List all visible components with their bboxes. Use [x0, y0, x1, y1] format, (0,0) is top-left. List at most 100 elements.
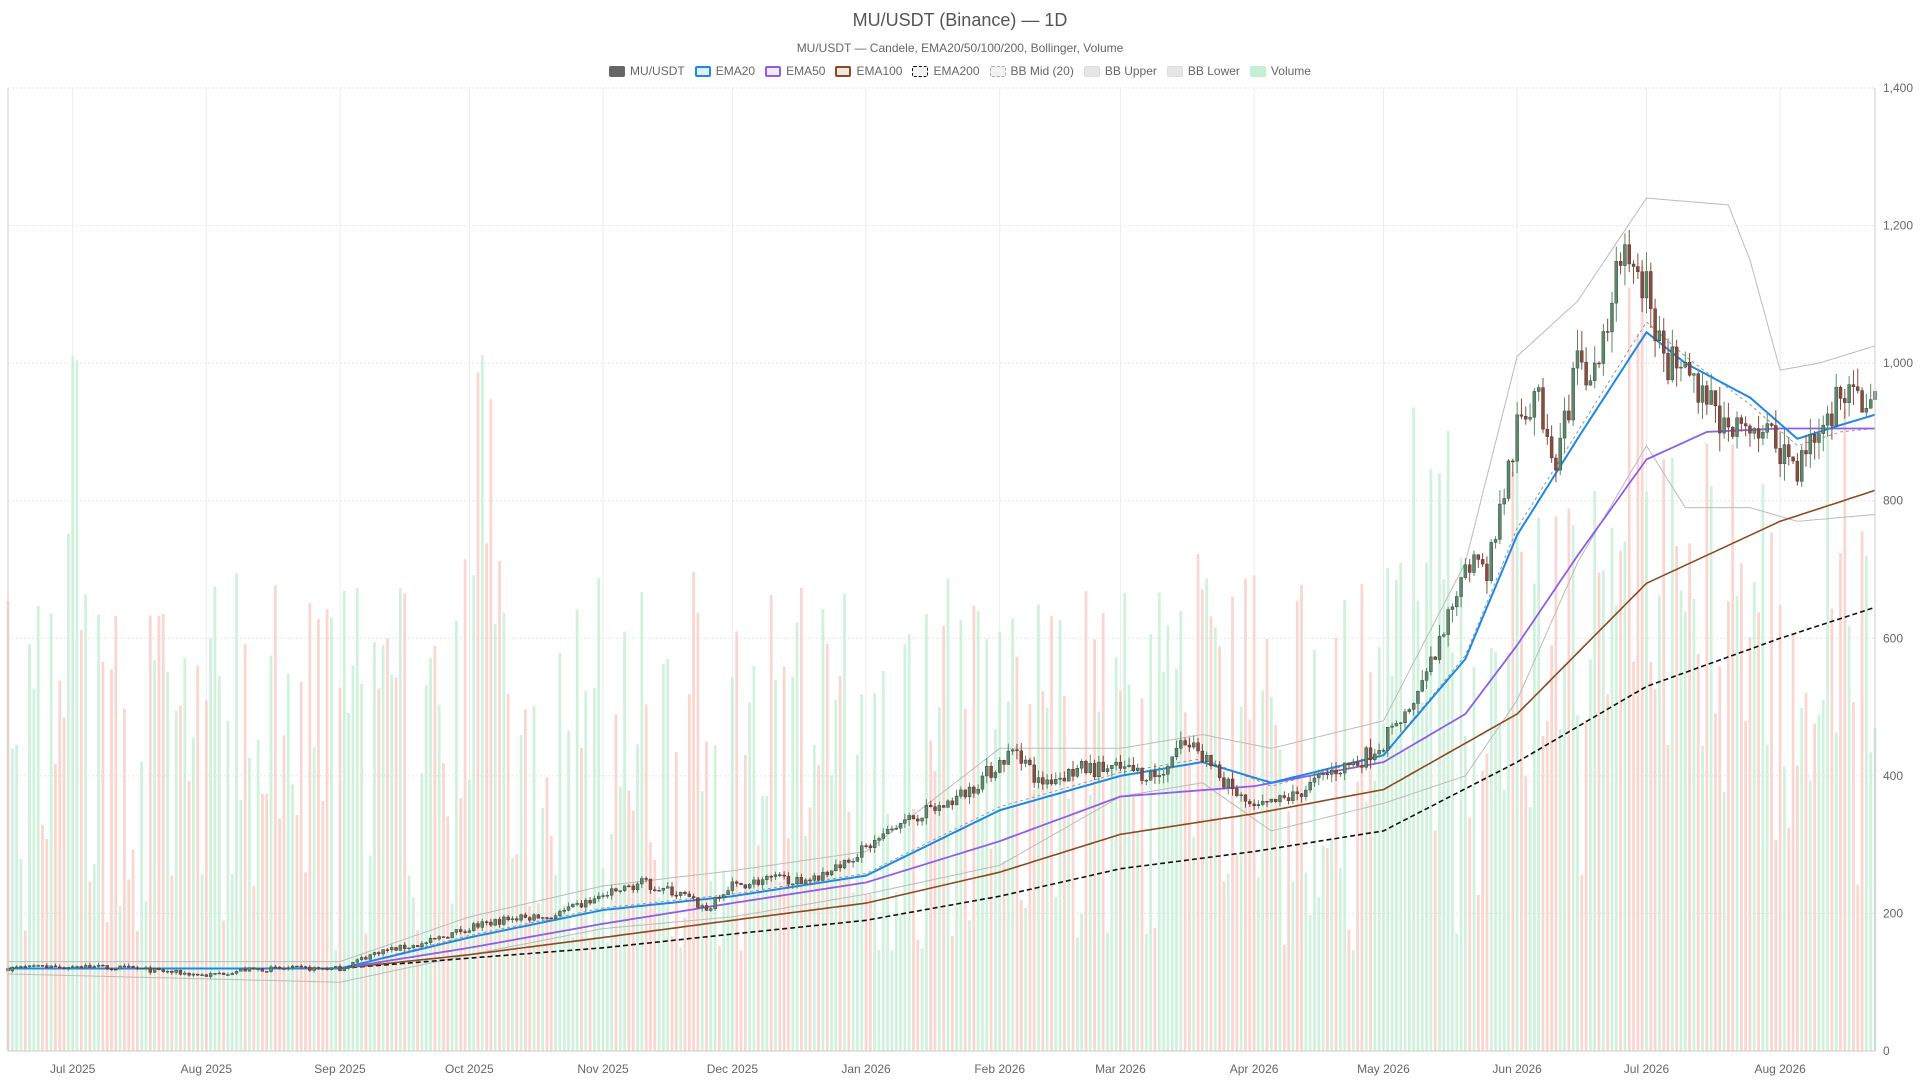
candle-body: [252, 967, 256, 970]
volume-bar: [222, 920, 225, 1051]
candle-body: [592, 898, 597, 904]
y-tick-label: 1,000: [1883, 356, 1913, 370]
legend-item[interactable]: EMA100: [835, 64, 902, 78]
candle-body: [1006, 750, 1011, 765]
candle-body: [898, 823, 903, 829]
y-tick-label: 1,200: [1883, 219, 1913, 233]
legend-swatch: [835, 65, 852, 77]
candle-body: [70, 966, 75, 968]
volume-bar: [213, 586, 217, 1051]
legend-item[interactable]: EMA20: [694, 64, 755, 78]
candle-body: [1739, 417, 1744, 424]
volume-bar: [286, 673, 290, 1051]
volume-bar: [360, 684, 363, 1051]
volume-bar: [1024, 908, 1027, 1051]
candle-body: [558, 911, 562, 916]
candle-body: [109, 968, 114, 971]
volume-bar: [1282, 944, 1286, 1051]
volume-bar: [912, 808, 915, 1051]
volume-bar: [1826, 420, 1829, 1051]
legend-item[interactable]: MU/USDT: [609, 64, 685, 78]
volume-bar: [761, 796, 764, 1051]
legend-item[interactable]: BB Mid (20): [989, 64, 1074, 78]
candle-body: [959, 789, 963, 797]
candle-body: [105, 965, 109, 970]
candle-body: [1756, 428, 1761, 439]
candle-body: [605, 895, 610, 897]
candle-body: [528, 917, 532, 921]
candle-body: [256, 968, 260, 970]
legend-item[interactable]: EMA200: [912, 64, 980, 78]
volume-bar: [881, 671, 885, 1051]
y-tick-label: 800: [1883, 494, 1903, 508]
candle-body: [1386, 727, 1390, 751]
volume-bar: [847, 811, 851, 1051]
legend-item[interactable]: BB Upper: [1083, 64, 1157, 78]
volume-bar: [821, 609, 825, 1051]
candle-body: [1618, 260, 1623, 266]
volume-bar: [1011, 618, 1015, 1051]
volume-bar: [1718, 666, 1722, 1051]
candle-body: [234, 971, 239, 974]
candle-body: [1588, 380, 1593, 386]
volume-bar: [515, 854, 519, 1051]
candle-body: [1105, 768, 1110, 772]
volume-bar: [1235, 854, 1239, 1051]
candle-body: [1079, 761, 1084, 769]
volume-bar: [653, 859, 657, 1051]
chart-subtitle: MU/USDT — Candele, EMA20/50/100/200, Bol…: [796, 41, 1124, 55]
candle-body: [562, 909, 566, 912]
volume-bar: [1774, 839, 1778, 1051]
candle-body: [687, 893, 691, 897]
candle-body: [1524, 416, 1528, 420]
volume-bar: [1670, 458, 1674, 1051]
legend-item[interactable]: Volume: [1249, 64, 1311, 78]
volume-bar: [416, 930, 419, 1051]
volume-bar: [135, 931, 139, 1051]
volume-bar: [110, 669, 113, 1051]
bollinger-bands: [7, 197, 1876, 983]
candle-body: [967, 786, 972, 798]
candle-body: [1368, 747, 1373, 761]
volume-bar: [1063, 695, 1066, 1051]
volume-bar: [1464, 735, 1467, 1051]
legend-label: EMA100: [856, 64, 903, 78]
volume-bar: [498, 561, 501, 1051]
candle-body: [325, 968, 329, 970]
volume-bar: [709, 880, 713, 1051]
volume-bar: [1313, 650, 1316, 1051]
y-tick-label: 1,400: [1883, 81, 1913, 95]
volume-bar: [269, 655, 273, 1051]
candle-body: [1045, 779, 1049, 785]
candle-body: [773, 874, 778, 877]
candle-body: [79, 966, 84, 969]
candle-body: [1575, 350, 1580, 369]
volume-bar: [1476, 894, 1480, 1051]
candle-body: [877, 838, 881, 841]
candle-body: [903, 819, 907, 824]
candle-body: [1683, 361, 1687, 368]
candle-body: [890, 828, 894, 831]
candle-body: [1480, 559, 1485, 565]
candle-body: [1407, 709, 1412, 712]
candle-body: [881, 833, 885, 839]
candle-body: [713, 897, 717, 910]
volume-bar: [1623, 541, 1627, 1051]
volume-bar: [19, 859, 23, 1051]
x-tick-label: Dec 2025: [707, 1062, 759, 1076]
axes: 0 200 400 600 800 1,000 1,200 1,400 Jul 2025 Aug …: [7, 81, 1913, 1076]
legend-item[interactable]: EMA50: [765, 64, 825, 78]
volume-bar: [989, 849, 993, 1051]
candle-body: [484, 921, 489, 923]
candle-body: [760, 879, 765, 885]
bb-lower-line: [7, 444, 1876, 983]
volume-bar: [97, 614, 100, 1051]
legend-item[interactable]: BB Lower: [1166, 64, 1240, 78]
legend-swatch: [912, 65, 929, 77]
candle-body: [45, 965, 49, 968]
volume-bar: [1459, 557, 1463, 1051]
volume-bar: [679, 947, 683, 1051]
volume-bar: [1300, 584, 1303, 1051]
candle-body: [282, 968, 286, 970]
candle-body: [1342, 762, 1347, 774]
